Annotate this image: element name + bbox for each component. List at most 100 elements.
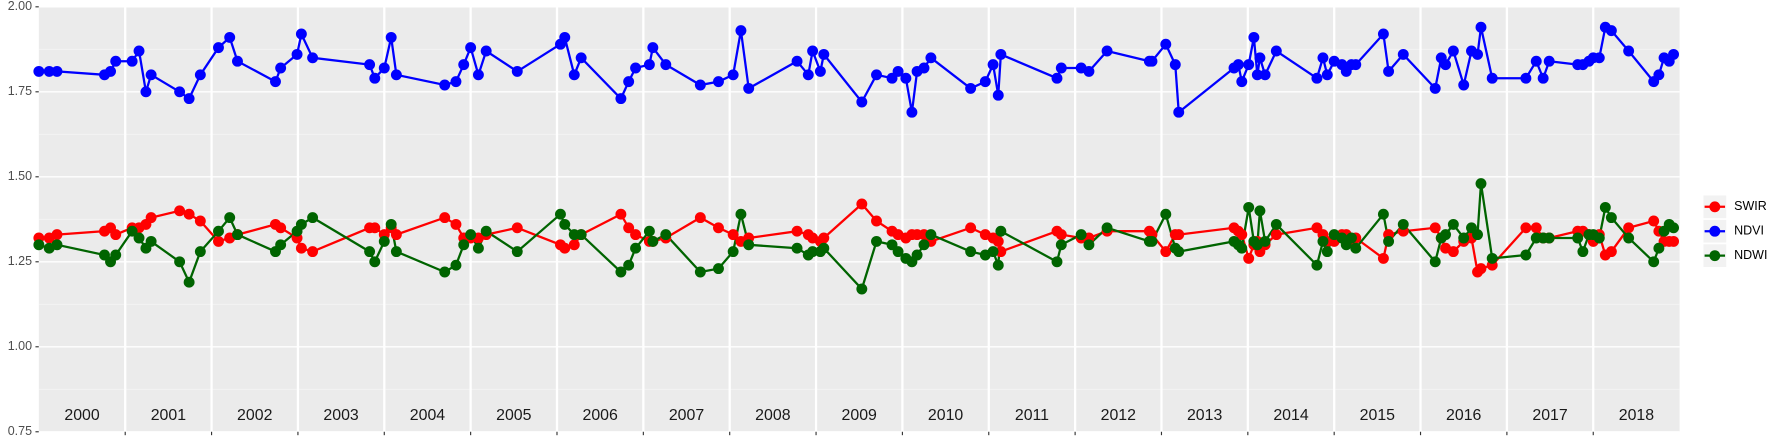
point <box>856 96 868 108</box>
point <box>1605 246 1617 258</box>
point <box>615 208 627 220</box>
point <box>647 235 659 247</box>
point <box>450 218 462 230</box>
point <box>295 218 307 230</box>
point <box>307 52 319 64</box>
point <box>458 239 470 251</box>
point <box>1243 201 1255 213</box>
point <box>1530 222 1542 234</box>
point <box>906 106 918 118</box>
point <box>174 205 186 217</box>
point <box>992 235 1004 247</box>
point <box>378 235 390 247</box>
point <box>791 242 803 254</box>
point <box>992 89 1004 101</box>
point <box>105 65 116 77</box>
point <box>1593 232 1605 244</box>
year-label: 2007 <box>669 407 705 424</box>
point <box>1055 62 1067 74</box>
point <box>183 208 195 220</box>
point <box>1577 246 1589 258</box>
point <box>270 76 281 88</box>
point <box>1377 28 1389 40</box>
point <box>1572 232 1584 244</box>
point <box>1668 235 1680 247</box>
point <box>791 55 803 67</box>
point <box>1160 38 1172 50</box>
point <box>1173 229 1185 241</box>
point <box>995 48 1007 60</box>
point <box>1051 72 1063 84</box>
point <box>51 65 63 77</box>
year-label: 2004 <box>410 407 446 424</box>
point <box>369 256 381 268</box>
point <box>559 242 571 254</box>
point <box>224 212 236 224</box>
point <box>1472 229 1483 241</box>
year-label: 2001 <box>151 407 187 424</box>
point <box>1270 218 1282 230</box>
point <box>1599 201 1611 213</box>
point <box>1440 229 1452 241</box>
point <box>275 239 287 251</box>
point <box>110 229 122 241</box>
point <box>694 79 706 91</box>
point <box>140 86 152 98</box>
point <box>1486 252 1498 264</box>
point <box>1160 208 1172 220</box>
point <box>892 246 904 258</box>
point <box>1236 76 1248 88</box>
point <box>554 208 566 220</box>
point <box>465 42 477 54</box>
point <box>110 55 122 67</box>
point <box>987 59 999 71</box>
point <box>1254 52 1266 64</box>
year-label: 2017 <box>1532 407 1568 424</box>
point <box>918 239 930 251</box>
point <box>818 232 830 244</box>
point <box>1236 242 1248 254</box>
point <box>995 225 1007 237</box>
point <box>802 69 814 81</box>
point <box>291 48 303 60</box>
point <box>1169 59 1181 71</box>
point <box>630 242 642 254</box>
point <box>559 31 571 43</box>
point <box>1520 222 1532 234</box>
legend-label: NDVI <box>1734 224 1764 238</box>
year-label: 2003 <box>323 407 359 424</box>
point <box>791 225 803 237</box>
point <box>390 246 402 258</box>
point <box>369 222 381 234</box>
point <box>51 229 63 241</box>
point <box>511 222 523 234</box>
point <box>194 246 206 258</box>
point <box>133 232 145 244</box>
point <box>568 239 580 251</box>
point <box>1520 249 1532 261</box>
point <box>295 242 307 254</box>
point <box>713 222 724 234</box>
point <box>892 65 904 77</box>
point <box>1317 235 1329 247</box>
point <box>643 59 655 71</box>
point <box>1447 218 1459 230</box>
point <box>439 79 451 91</box>
point <box>307 212 319 224</box>
point <box>1083 65 1095 77</box>
point <box>1458 232 1470 244</box>
legend-point <box>1709 250 1721 262</box>
point <box>1075 229 1087 241</box>
point <box>472 69 484 81</box>
point <box>1259 69 1271 81</box>
point <box>1051 256 1063 268</box>
point <box>615 93 627 105</box>
point <box>1243 252 1255 264</box>
point <box>713 263 724 275</box>
point <box>275 62 287 74</box>
point <box>1311 259 1323 271</box>
legend-label: SWIR <box>1734 199 1767 213</box>
point <box>871 235 882 247</box>
point <box>630 62 642 74</box>
point <box>480 225 492 237</box>
